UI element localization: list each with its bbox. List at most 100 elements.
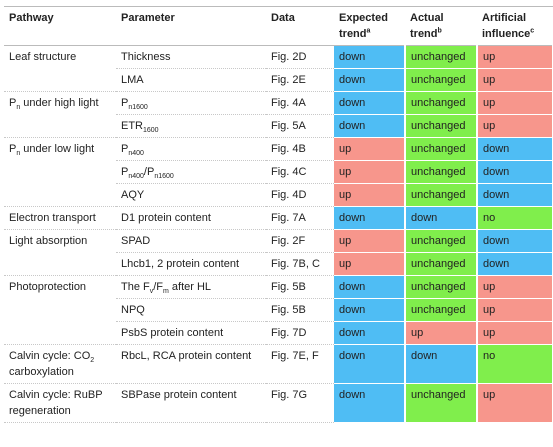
table-row: Pn under low light Pn400 Fig. 4B up unchange… <box>4 137 553 207</box>
trend-cell: up <box>477 68 553 92</box>
table-row: Calvin cycle: CO2 carboxylation RbcL, RCA… <box>4 344 553 384</box>
data-cell: Fig. 7E, F <box>266 344 334 384</box>
trend-cell: down <box>334 275 406 299</box>
trend-cell: down <box>334 45 406 69</box>
text-segment: P <box>9 97 17 109</box>
data-cell: Fig. 7D <box>266 321 334 345</box>
data-cell: Fig. 4A <box>266 91 334 115</box>
results-table: Pathway Parameter Data Expected trenda Actua… <box>4 6 553 423</box>
text-segment: m <box>163 288 169 296</box>
pathway-cell: Photoprotection <box>4 275 116 345</box>
text-segment: Actual trend <box>410 12 444 40</box>
header-row: Pathway Parameter Data Expected trenda Actua… <box>4 6 553 46</box>
trend-cell: unchanged <box>405 183 478 207</box>
trend-cell: unchanged <box>405 91 478 115</box>
trend-cell: unchanged <box>405 137 478 161</box>
trend-cell: down <box>334 206 406 230</box>
column-header: Artificial influencec <box>477 6 553 46</box>
table-row: ETR1600 Fig. 5A down unchanged up <box>4 114 553 138</box>
text-segment: v <box>149 288 154 296</box>
parameter-cell: Pn400/Pn1600 <box>116 160 266 184</box>
trend-cell: down <box>405 206 478 230</box>
text-segment: Artificial influence <box>482 12 531 40</box>
trend-cell: down <box>334 91 406 115</box>
trend-cell: no <box>477 344 553 384</box>
text-segment: P <box>121 166 129 178</box>
parameter-cell: RbcL, RCA protein content <box>116 344 266 384</box>
parameter-cell: Pn400 <box>116 137 266 161</box>
column-header: Expected trenda <box>334 6 405 46</box>
parameter-cell: The Fv/Fm after HL <box>116 275 266 299</box>
data-cell: Fig. 7A <box>266 206 334 230</box>
data-cell: Fig. 2F <box>266 229 334 253</box>
parameter-cell: ETR1600 <box>116 114 266 138</box>
text-segment: n400 <box>128 173 144 181</box>
text-segment: b <box>437 27 442 35</box>
trend-cell: down <box>334 298 406 322</box>
pathway-cell: Pn under low light <box>4 137 116 207</box>
table-row: Electron transport D1 protein content Fig.… <box>4 206 553 230</box>
parameter-cell: D1 protein content <box>116 206 266 230</box>
text-segment: 2 <box>90 357 95 365</box>
text-segment: /P <box>143 166 155 178</box>
trend-cell: no <box>477 206 553 230</box>
parameter-cell: PsbS protein content <box>116 321 266 345</box>
trend-cell: unchanged <box>405 160 478 184</box>
trend-cell: down <box>334 383 406 423</box>
trend-cell: down <box>477 183 553 207</box>
table-row: Pn under high light Pn1600 Fig. 4A down unch… <box>4 91 553 138</box>
data-cell: Fig. 2E <box>266 68 334 92</box>
trend-cell: unchanged <box>405 68 478 92</box>
parameter-cell: Pn1600 <box>116 91 266 115</box>
trend-cell: up <box>477 91 553 115</box>
text-segment: n400 <box>128 150 144 158</box>
parameter-cell: Lhcb1, 2 protein content <box>116 252 266 276</box>
trend-cell: up <box>334 229 406 253</box>
text-segment: P <box>121 97 129 109</box>
trend-cell: unchanged <box>405 383 478 423</box>
data-cell: Fig. 5B <box>266 275 334 299</box>
pathway-cell: Pn under high light <box>4 91 116 138</box>
pathway-cell: Light absorption <box>4 229 116 276</box>
trend-cell: up <box>334 160 406 184</box>
data-cell: Fig. 4D <box>266 183 334 207</box>
trend-cell: unchanged <box>405 298 478 322</box>
text-segment: ETR <box>121 120 143 132</box>
text-segment: n1600 <box>154 173 174 181</box>
table-row: Calvin cycle: RuBP regeneration SBPase pr… <box>4 383 553 423</box>
trend-cell: down <box>405 344 478 384</box>
data-cell: Fig. 7B, C <box>266 252 334 276</box>
parameter-cell: LMA <box>116 68 266 92</box>
table-body: Leaf structure Thickness Fig. 2D down unchan… <box>4 45 553 423</box>
parameter-cell: SPAD <box>116 229 266 253</box>
pathway-cell: Electron transport <box>4 206 116 230</box>
table-row: PsbS protein content Fig. 7D down up up <box>4 321 553 345</box>
trend-cell: down <box>477 137 553 161</box>
trend-cell: down <box>334 344 406 384</box>
column-header: Parameter <box>116 6 266 46</box>
trend-cell: up <box>334 137 406 161</box>
trend-cell: down <box>477 252 553 276</box>
trend-cell: up <box>334 252 406 276</box>
trend-cell: up <box>477 298 553 322</box>
trend-cell: up <box>477 45 553 69</box>
data-cell: Fig. 4C <box>266 160 334 184</box>
trend-cell: unchanged <box>405 114 478 138</box>
trend-cell: down <box>334 68 406 92</box>
table-row: Leaf structure Thickness Fig. 2D down unchan… <box>4 45 553 92</box>
parameter-cell: Thickness <box>116 45 266 69</box>
trend-cell: up <box>477 383 553 423</box>
column-header: Pathway <box>4 6 116 46</box>
text-segment: under high light <box>20 97 99 109</box>
text-segment: a <box>366 27 371 35</box>
text-segment: Calvin cycle: CO <box>9 350 91 362</box>
table-row: AQY Fig. 4D up unchanged down <box>4 183 553 207</box>
trend-cell: up <box>405 321 478 345</box>
trend-cell: down <box>334 321 406 345</box>
text-segment: n <box>16 104 21 112</box>
trend-cell: up <box>477 114 553 138</box>
data-cell: Fig. 7G <box>266 383 334 423</box>
text-segment: carboxylation <box>9 366 74 378</box>
